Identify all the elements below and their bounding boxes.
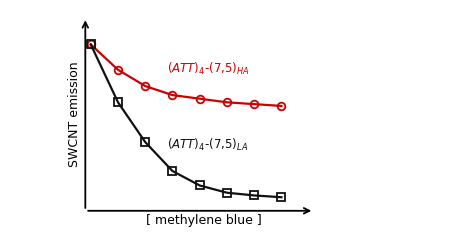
X-axis label: [ methylene blue ]: [ methylene blue ] <box>146 214 262 227</box>
Text: $(ATT)_4$-(7,5)$_{HA}$: $(ATT)_4$-(7,5)$_{HA}$ <box>167 61 250 77</box>
Y-axis label: SWCNT emission: SWCNT emission <box>68 61 81 167</box>
Text: $(ATT)_4$-(7,5)$_{LA}$: $(ATT)_4$-(7,5)$_{LA}$ <box>167 137 248 153</box>
